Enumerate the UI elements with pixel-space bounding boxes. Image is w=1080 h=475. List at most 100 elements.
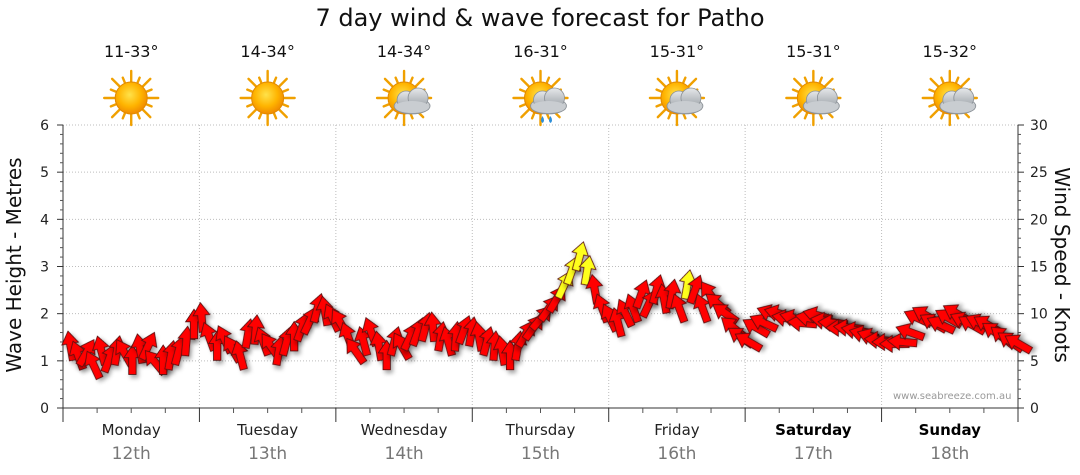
day-date-label: 17th — [793, 444, 833, 464]
y-left-tick-label: 6 — [40, 118, 49, 134]
cloud-part — [395, 101, 430, 113]
sun-ray — [110, 77, 122, 89]
sun-ray — [793, 107, 804, 119]
y-right-tick-label: 30 — [1030, 118, 1048, 134]
partly-cloudy-icon — [375, 69, 433, 127]
temperature-label: 14-34° — [376, 42, 432, 61]
partly-cloudy-icon — [921, 69, 978, 127]
day-name-label: Friday — [654, 421, 700, 439]
sun-ray — [520, 77, 532, 89]
wind-arrow — [84, 350, 104, 381]
wind-arrow — [230, 340, 249, 371]
sun-ray — [549, 77, 561, 89]
y-right-tick-label: 20 — [1030, 212, 1048, 228]
wind-arrows — [61, 241, 1034, 381]
y-left-tick-label: 0 — [40, 401, 49, 417]
partly-cloudy-icon — [785, 69, 842, 127]
wind-arrow — [578, 254, 597, 286]
wind-arrow — [670, 293, 689, 324]
wind-arrow — [734, 332, 764, 353]
wind-arrow — [75, 339, 96, 368]
temperature-label: 14-34° — [240, 42, 295, 61]
rain-drop — [541, 116, 544, 123]
wind-arrow — [138, 331, 158, 362]
sun-ray — [110, 107, 122, 119]
wind-arrow — [246, 314, 266, 345]
day-date-label: 13th — [248, 444, 288, 464]
day-date-label: 18th — [930, 444, 970, 464]
sun-ray — [383, 77, 395, 89]
day-name-label: Sunday — [918, 421, 981, 439]
sun-ray — [413, 77, 425, 89]
wind-arrow — [895, 322, 926, 342]
temperature-label: 15-31° — [649, 42, 705, 61]
cloud-part — [940, 101, 975, 113]
sun-ray — [793, 77, 804, 89]
day-name-label: Thursday — [505, 421, 576, 439]
cloud-icon — [802, 87, 840, 115]
sun-ray — [929, 77, 941, 89]
wind-arrow — [571, 241, 589, 272]
cloud-part — [804, 101, 839, 113]
sun-icon — [103, 69, 160, 127]
day-name-label: Saturday — [775, 421, 852, 439]
chart-title: 7 day wind & wave forecast for Patho — [315, 4, 765, 32]
sun-disc — [251, 81, 285, 115]
y-left-tick-label: 2 — [40, 307, 49, 323]
y-right-tick-label: 25 — [1030, 165, 1048, 181]
sun-ray — [959, 77, 971, 89]
watermark: www.seabreeze.com.au — [893, 391, 1012, 402]
wind-arrow — [663, 278, 682, 310]
y-left-tick-label: 5 — [40, 165, 49, 181]
axes: 0 1 2 3 4 5 6 0 5 10 15 20 25 30 — [40, 118, 1048, 422]
sun-ray — [822, 77, 834, 89]
day-name-label: Tuesday — [237, 421, 299, 439]
sun-disc — [114, 81, 148, 115]
rain-drop — [549, 116, 552, 123]
y-right-tick-label: 5 — [1030, 354, 1039, 370]
day-date-label: 12th — [111, 444, 151, 464]
sun-ray — [656, 77, 668, 89]
y-right-tick-label: 15 — [1030, 260, 1048, 276]
weather-icons — [103, 69, 978, 127]
y-right-tick-label: 0 — [1030, 401, 1039, 417]
cloud-icon — [666, 87, 704, 115]
sun-ray — [686, 77, 698, 89]
day-date-label: 16th — [657, 444, 697, 464]
wind-arrow — [886, 332, 918, 351]
temperature-label: 15-31° — [786, 42, 841, 61]
wind-arrow — [1004, 334, 1034, 355]
sun-ray — [140, 77, 152, 89]
cloud-icon — [939, 87, 977, 115]
sun-ray — [929, 107, 941, 119]
sun-ray — [277, 77, 288, 89]
day-name-label: Wednesday — [360, 421, 448, 439]
sun-ray — [247, 77, 259, 89]
sun-icon — [239, 69, 296, 127]
sun-ray — [140, 107, 152, 119]
cloud-part — [667, 101, 702, 113]
y-left-tick-label: 3 — [40, 260, 49, 276]
y-right-tick-label: 10 — [1030, 307, 1048, 323]
showers-icon — [512, 69, 569, 127]
sun-ray — [383, 107, 395, 119]
sun-ray — [656, 107, 668, 119]
grid — [63, 124, 1018, 408]
partly-cloudy-icon — [648, 69, 706, 127]
day-date-label: 15th — [520, 444, 561, 464]
y-left-tick-label: 4 — [40, 212, 49, 228]
sun-ray — [520, 107, 532, 119]
cloud-part — [531, 101, 566, 113]
sun-ray — [277, 107, 288, 119]
temperature-label: 15-32° — [922, 42, 978, 61]
day-name-label: Monday — [101, 421, 161, 439]
sun-ray — [247, 107, 259, 119]
temperature-label: 16-31° — [513, 42, 568, 61]
cloud-icon — [530, 87, 567, 123]
cloud-icon — [393, 87, 431, 115]
day-date-label: 14th — [384, 444, 424, 464]
temperature-label: 11-33° — [103, 42, 159, 61]
y-left-tick-label: 1 — [40, 354, 49, 370]
wind-arrow — [423, 311, 442, 343]
